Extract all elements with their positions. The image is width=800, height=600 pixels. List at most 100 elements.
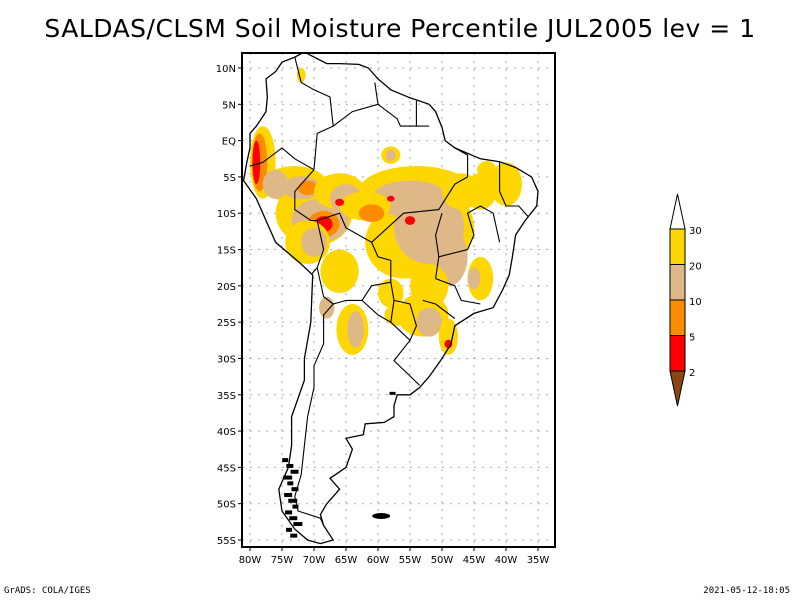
percentile-cell: [252, 140, 261, 185]
lat-tick-label: 10N: [216, 64, 236, 75]
colorbar-segment: [669, 228, 686, 265]
lat-tick-label: 5S: [223, 173, 236, 184]
percentile-cell: [320, 249, 359, 294]
country-border: [499, 161, 529, 218]
chile-archipelago: [286, 463, 294, 468]
percentile-cell: [477, 160, 497, 179]
grads-credit: GrADS: COLA/IGES: [4, 586, 91, 596]
lagoon: [389, 391, 396, 395]
percentile-cell: [490, 162, 522, 206]
country-border: [249, 147, 315, 171]
country-border: [294, 56, 334, 170]
country-border: [311, 267, 318, 274]
colorbar-label: 30: [689, 226, 702, 237]
percentile-cell: [467, 267, 481, 290]
country-border: [435, 278, 481, 305]
country-border: [390, 299, 417, 342]
country-border: [294, 303, 334, 526]
colorbar-segment: [669, 264, 686, 301]
lat-tick-label: 50S: [217, 500, 236, 511]
lon-tick-label: 50W: [431, 555, 454, 566]
colorbar-segment: [669, 299, 686, 336]
percentile-cell: [384, 304, 411, 326]
percentile-cell: [262, 169, 289, 199]
colorbar-bottom-arrow: [669, 370, 686, 407]
country-border: [317, 212, 395, 301]
chile-archipelago: [290, 469, 299, 474]
chile-archipelago: [282, 458, 289, 463]
lat-tick-label: 30S: [217, 354, 236, 365]
axis-ticks: 10N 5N EQ 5S 10S 15S 20S 25S 30S 35S 40S 45S 50S 55S8…: [216, 64, 550, 566]
chile-archipelago: [283, 475, 293, 480]
colorbar-label: 20: [689, 262, 702, 273]
coastline: [242, 53, 539, 545]
timestamp: 2021-05-12-18:05: [703, 586, 790, 596]
chile-archipelago: [290, 533, 298, 538]
percentile-cell: [404, 216, 416, 225]
chile-archipelago: [291, 487, 299, 492]
lat-tick-label: 35S: [217, 391, 236, 402]
country-border: [435, 213, 443, 279]
lon-tick-label: 35W: [527, 555, 550, 566]
colorbar-label: 10: [689, 297, 702, 308]
lat-tick-label: 55S: [217, 536, 236, 547]
falkland-islands: [372, 513, 391, 520]
lat-tick-label: 25S: [217, 318, 236, 329]
lon-tick-label: 75W: [271, 555, 294, 566]
percentile-cell: [385, 149, 396, 161]
map-title: SALDAS/CLSM Soil Moisture Percentile JUL…: [44, 14, 756, 43]
percentile-cell: [378, 278, 404, 308]
chile-archipelago: [288, 498, 298, 503]
percentile-cell: [298, 180, 318, 196]
country-border: [316, 220, 391, 305]
coastlines-borders: [242, 53, 539, 545]
chile-archipelago: [292, 504, 299, 509]
lon-tick-label: 45W: [463, 555, 486, 566]
country-border: [361, 299, 395, 324]
country-border: [377, 100, 417, 127]
country-border: [438, 205, 501, 258]
chile-archipelago: [285, 510, 293, 515]
lon-tick-label: 80W: [239, 555, 262, 566]
percentile-cell: [386, 195, 395, 202]
country-border: [332, 82, 379, 127]
percentile-cell: [416, 307, 443, 337]
country-border: [393, 339, 420, 386]
colorbar: 30 20 10 5 2: [669, 193, 702, 407]
lon-tick-label: 60W: [367, 555, 390, 566]
colorbar-top-arrow: [669, 193, 686, 230]
lat-tick-label: 45S: [217, 463, 236, 474]
lat-tick-label: 10S: [217, 209, 236, 220]
lon-tick-label: 70W: [303, 555, 326, 566]
map-frame: [241, 52, 556, 548]
colorbar-label: 5: [689, 333, 695, 344]
percentile-cell: [347, 311, 364, 348]
lat-tick-label: 20S: [217, 282, 236, 293]
lon-tick-label: 55W: [399, 555, 422, 566]
colorbar-label: 2: [689, 368, 695, 379]
colorbar-segment: [669, 335, 686, 372]
chile-archipelago: [293, 522, 303, 527]
lon-tick-label: 65W: [335, 555, 358, 566]
chile-archipelago: [286, 527, 293, 532]
soil-moisture-field: [249, 68, 522, 355]
percentile-cell: [319, 296, 335, 319]
chile-archipelago: [284, 492, 293, 497]
percentile-cell: [371, 180, 449, 217]
lat-tick-label: 5N: [222, 100, 236, 111]
chile-archipelago: [287, 481, 294, 486]
lat-tick-label: EQ: [222, 137, 236, 148]
lat-tick-label: 15S: [217, 246, 236, 257]
country-border: [294, 169, 318, 222]
chile-archipelago: [289, 516, 298, 521]
percentile-cell: [438, 318, 458, 355]
percentile-cell: [335, 198, 345, 206]
country-border: [371, 176, 468, 243]
country-border: [454, 147, 469, 177]
country-border: [422, 299, 456, 319]
lat-tick-label: 40S: [217, 427, 236, 438]
lon-tick-label: 40W: [495, 555, 518, 566]
percentile-cell: [464, 173, 497, 210]
percentile-cell: [358, 204, 385, 222]
